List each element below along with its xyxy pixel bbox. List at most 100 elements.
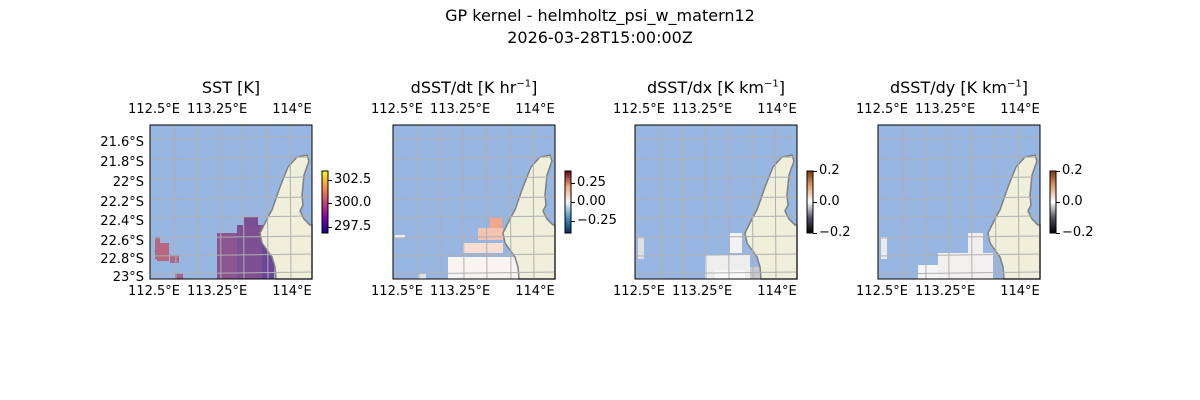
gridline: [219, 124, 222, 280]
gridline: [196, 124, 199, 280]
gridline: [924, 124, 927, 280]
colorbar-tick-label: 300.0: [334, 195, 372, 211]
colorbar-tick: [571, 221, 575, 223]
gridline: [392, 235, 556, 239]
colorbar-tick: [1056, 171, 1060, 172]
gridline: [149, 176, 313, 180]
gridline: [509, 124, 512, 280]
gridline: [659, 124, 662, 280]
map-panel: [149, 124, 313, 280]
gridline: [149, 136, 313, 140]
data-cell: [638, 237, 644, 259]
panel-title: SST [K]: [111, 78, 351, 97]
colorbar-tick-label: 0.2: [1062, 163, 1083, 178]
data-cell: [448, 257, 518, 279]
gridline: [634, 271, 798, 275]
figure-title: GP kernel - helmholtz_psi_w_matern12: [445, 6, 755, 25]
gridline: [149, 271, 313, 275]
colorbar-tick-label: −0.2: [1062, 225, 1094, 240]
colorbar-tick-label: 0.2: [819, 163, 840, 178]
lat-tick-label: 22°S: [112, 175, 144, 190]
gridline: [149, 235, 313, 239]
gridline: [774, 124, 777, 280]
data-cell: [175, 273, 183, 279]
lon-tick-label-top: 112.5°E: [613, 102, 665, 117]
gridline: [877, 196, 1041, 200]
data-cell: [418, 273, 426, 279]
panel-title-suffix: ]: [778, 78, 785, 97]
gridline: [947, 124, 950, 280]
gridline: [392, 156, 556, 160]
gridline: [751, 124, 754, 280]
data-cell: [463, 243, 503, 253]
lat-tick-label: 21.8°S: [100, 155, 144, 170]
panel-title-suffix: ]: [531, 78, 538, 97]
colorbar-tick-label: 0.00: [577, 194, 606, 209]
lon-tick-label-bottom: 113.25°E: [187, 284, 248, 299]
colorbar-tick: [328, 226, 332, 228]
gridline: [877, 176, 1041, 180]
panel-title-exponent: −1: [516, 78, 532, 90]
gridline: [970, 124, 973, 280]
gridline: [634, 196, 798, 200]
data-cell: [478, 228, 503, 240]
gridline: [877, 156, 1041, 160]
gridline: [877, 253, 1041, 257]
gridline: [462, 124, 465, 280]
colorbar-tick-label: 0.0: [1062, 194, 1083, 209]
gridline: [485, 124, 488, 280]
lon-tick-label-bottom: 114°E: [1000, 284, 1040, 299]
gridline: [149, 156, 313, 160]
gridline: [417, 124, 420, 280]
gridline: [392, 215, 556, 219]
panel-title-exponent: −1: [764, 78, 779, 90]
land: [502, 154, 556, 280]
gridline: [902, 124, 905, 280]
data-cell: [395, 235, 405, 238]
land: [259, 154, 313, 280]
gridline: [266, 124, 269, 280]
lon-tick-label-top: 112.5°E: [128, 102, 180, 117]
map-panel: [392, 124, 556, 280]
data-cell: [968, 233, 983, 253]
gridline: [1017, 124, 1020, 280]
gridline: [877, 215, 1041, 219]
panel-title-text: SST [K]: [201, 78, 261, 97]
colorbar-tick: [813, 233, 817, 234]
lon-tick-label-top: 112.5°E: [856, 102, 908, 117]
lon-tick-label-top: 114°E: [272, 102, 312, 117]
colorbar-tick: [1056, 233, 1060, 234]
land: [744, 154, 798, 280]
gridline: [634, 235, 798, 239]
gridline: [532, 124, 535, 280]
gridline: [877, 271, 1041, 275]
map-frame: [634, 124, 798, 280]
data-cell: [730, 233, 742, 253]
lon-tick-label-top: 113.25°E: [430, 102, 491, 117]
map-frame: [877, 124, 1041, 280]
map-panel: [634, 124, 798, 280]
lon-tick-label-top: 114°E: [1000, 102, 1040, 117]
gridline: [242, 124, 245, 280]
data-cell: [938, 253, 993, 279]
panel-title: dSST/dx [K km−1]: [596, 78, 836, 97]
gridline: [634, 176, 798, 180]
lon-tick-label-top: 114°E: [757, 102, 797, 117]
colorbar-tick-label: 302.5: [334, 172, 372, 188]
lat-tick-label: 23°S: [112, 270, 144, 285]
gridline: [289, 124, 292, 280]
gridline: [727, 124, 730, 280]
panel-title-text: dSST/dy [K km: [889, 78, 1007, 97]
lon-tick-label-top: 113.25°E: [672, 102, 733, 117]
data-cell: [157, 243, 169, 261]
lon-tick-label-top: 114°E: [515, 102, 555, 117]
colorbar-gradient: [321, 170, 329, 234]
map-panel: [877, 124, 1041, 280]
data-cell: [715, 270, 745, 279]
colorbar-tick: [571, 182, 575, 184]
colorbar: [321, 170, 329, 234]
gridline: [392, 196, 556, 200]
data-cell: [170, 255, 179, 263]
colorbar-tick: [813, 202, 817, 203]
gridline: [439, 124, 442, 280]
